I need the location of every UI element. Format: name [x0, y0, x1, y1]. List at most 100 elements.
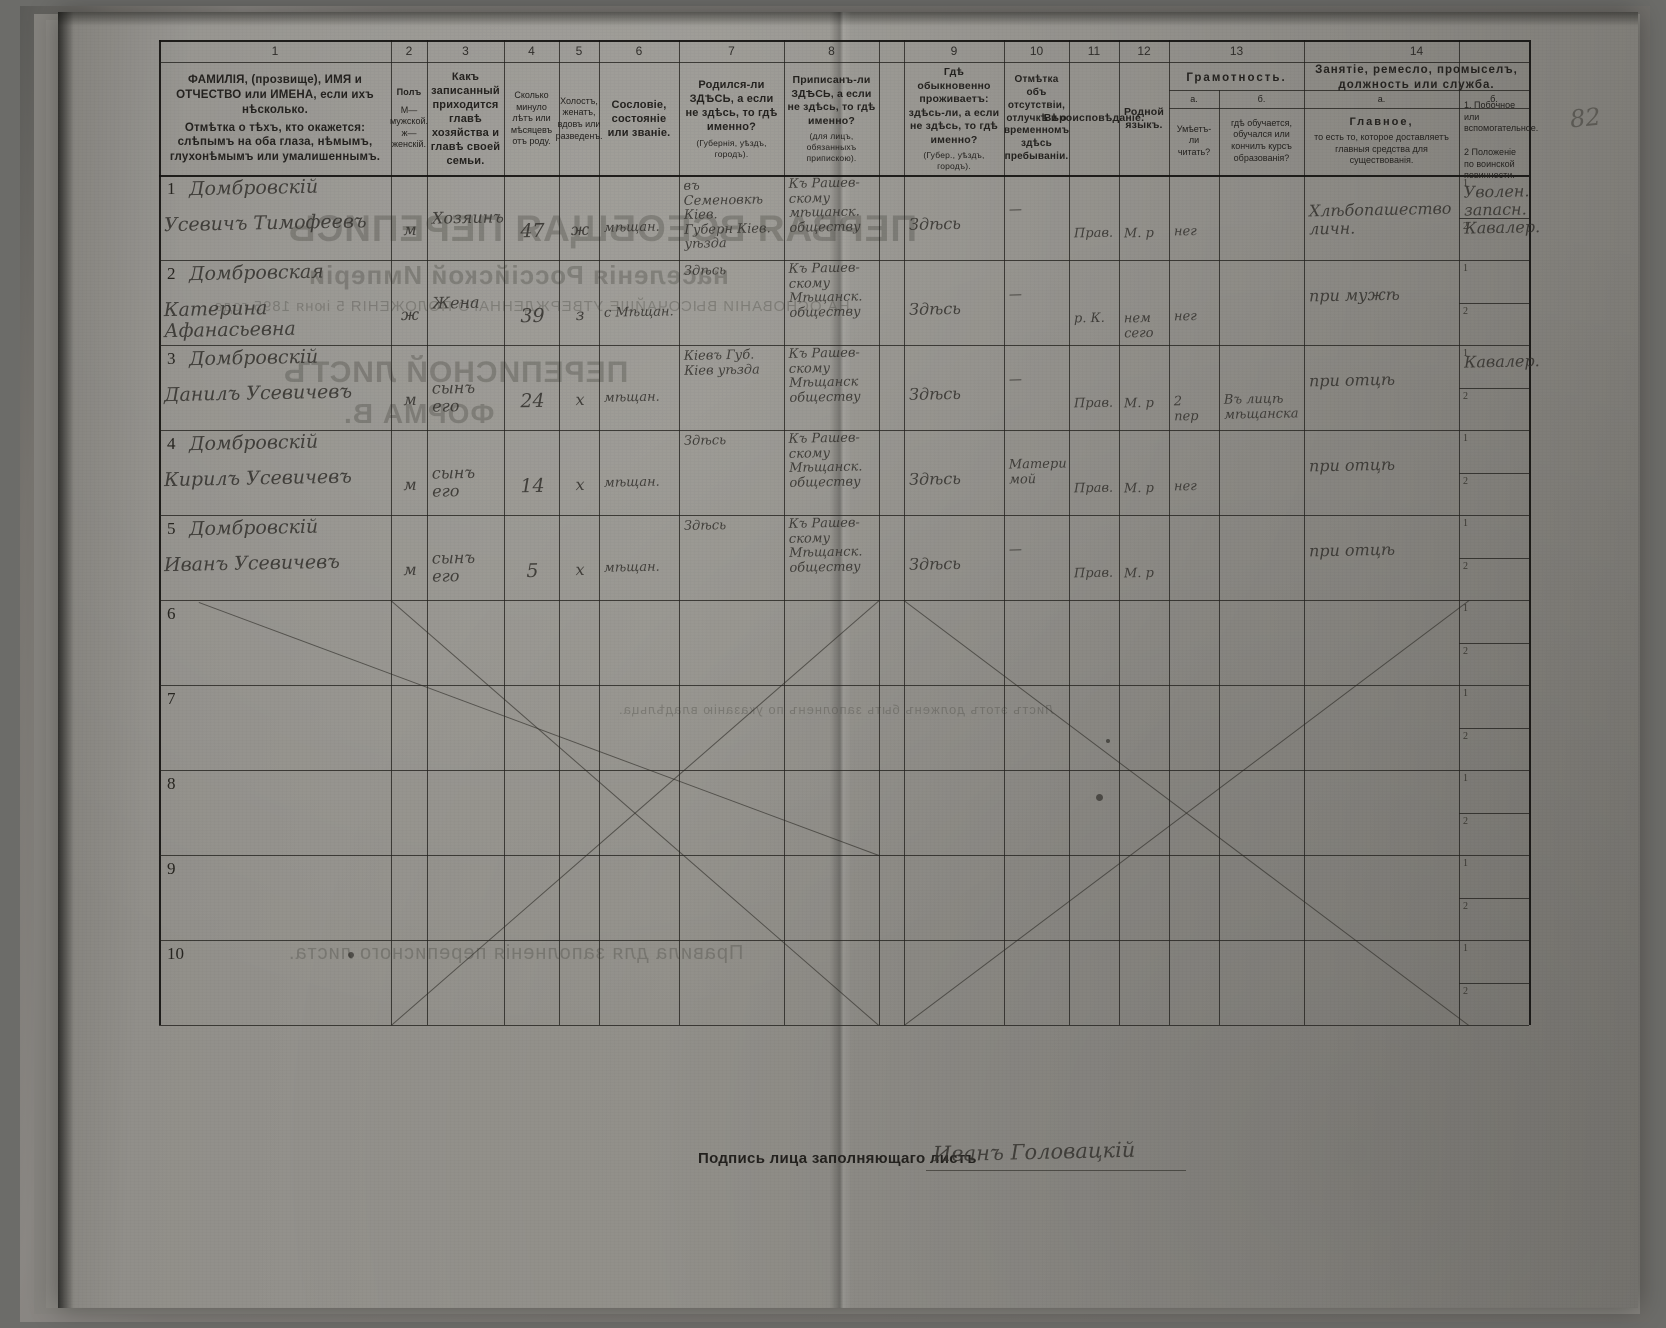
column-header-occupation-b: 1. Побочное или вспомогательное. 2 Полож… — [1464, 100, 1539, 181]
column-header-literacy-a-label: а. — [1190, 94, 1198, 105]
column-number-14: 14 — [1409, 44, 1424, 58]
column-header-literacy: Грамотность. — [1186, 71, 1287, 84]
occupation-sub-2: 2 — [1463, 220, 1468, 232]
column-number-8: 8 — [828, 44, 835, 58]
grid-hline — [159, 1025, 1529, 1026]
row-number-1: 1 — [167, 179, 176, 198]
grid-vline — [1459, 40, 1460, 1025]
occupation-sub-1: 1 — [1463, 263, 1468, 274]
binding-fold — [830, 12, 852, 1308]
grid-hline — [1169, 90, 1304, 91]
grid-vline — [559, 40, 560, 1025]
column-number-3: 3 — [462, 44, 469, 58]
grid-hline — [159, 260, 1529, 261]
column-header-relation: Какъ записанный приходится главѣ хозяйст… — [430, 70, 501, 168]
grid-vline — [391, 40, 392, 1025]
grid-hline — [1459, 897, 1529, 899]
grid-vline — [1169, 40, 1170, 1025]
grid-hline — [1459, 727, 1529, 729]
film-grain-overlay — [58, 12, 1638, 1308]
grid-vline — [1069, 40, 1070, 1025]
row-number-7: 7 — [167, 689, 176, 708]
column-header-occupation-a: Главное, то есть то, которое доставляетъ … — [1314, 116, 1449, 166]
grid-vline — [1529, 40, 1531, 1025]
dust-speck — [1096, 794, 1103, 801]
grid-hline — [1459, 302, 1529, 304]
grid-vline — [504, 40, 505, 1025]
census-form-sheet: ПЕРВАЯ ВСЕОБЩАЯ ПЕРЕПИСЬ населенія Россі… — [58, 12, 1638, 1308]
signature-rule — [926, 1170, 1186, 1171]
grid-vline — [1304, 40, 1305, 1025]
grid-hline — [159, 430, 1529, 431]
occupation-sub-2: 2 — [1463, 305, 1468, 317]
table-gridlines — [159, 40, 1531, 1040]
occupation-sub-1: 1 — [1463, 178, 1468, 189]
grid-hline — [159, 855, 1529, 856]
column-number-5: 5 — [575, 44, 583, 58]
column-number-4: 4 — [528, 44, 535, 58]
column-number-2: 2 — [405, 44, 413, 58]
column-header-sex: Полъ М—мужской. ж—женскій. — [390, 87, 428, 150]
grid-vline — [904, 40, 905, 1025]
grid-hline — [159, 770, 1529, 771]
column-header-estate: Сословіе, состояніе или званіе. — [607, 98, 671, 140]
column-number-1: 1 — [271, 44, 279, 58]
column-header-language: Родной языкъ. — [1123, 105, 1165, 131]
dust-speck — [1106, 739, 1110, 743]
grid-hline — [1459, 387, 1529, 389]
signature-label: Подпись лица заполняющаго листъ — [698, 1150, 977, 1167]
column-number-10: 10 — [1029, 44, 1044, 58]
column-header-residence: Гдѣ обыкновенно проживаетъ: здѣсь-ли, а … — [908, 66, 1000, 171]
occupation-sub-1: 1 — [1463, 688, 1468, 699]
column-header-name: ФАМИЛІЯ, (прозвище), ИМЯ и ОТЧЕСТВО или … — [169, 74, 381, 163]
census-table: 1 2 3 4 5 6 7 8 9 10 11 12 13 14 ФАМИЛІЯ, (прозвище),… — [159, 40, 1540, 1040]
dust-speck — [348, 952, 354, 958]
column-number-11: 11 — [1087, 44, 1101, 58]
grid-vline — [1004, 40, 1005, 1025]
column-header-literacy-b-label: б. — [1257, 94, 1266, 105]
grid-hline — [159, 685, 1529, 686]
row-number-9: 9 — [167, 859, 176, 878]
grid-hline — [1459, 557, 1529, 559]
grid-hline — [159, 600, 1529, 601]
sheet-top-shadow — [58, 12, 1638, 26]
occupation-sub-1: 1 — [1463, 858, 1468, 869]
grid-vline — [427, 40, 428, 1025]
grid-vline — [599, 40, 600, 1025]
row-number-4: 4 — [167, 434, 176, 453]
grid-vline — [1119, 40, 1120, 1025]
column-header-marital: Холостъ, женатъ, вдовъ или разведенъ. — [555, 95, 603, 141]
column-header-literacy-b: гдѣ обучается, обучался или кончилъ курс… — [1231, 117, 1292, 163]
grid-vline — [1219, 90, 1220, 1025]
grid-hline — [1459, 982, 1529, 984]
column-header-age: Сколько минуло лѣтъ или мѣсяцевъ отъ род… — [510, 90, 553, 147]
column-number-12: 12 — [1137, 44, 1151, 58]
occupation-sub-1: 1 — [1463, 943, 1468, 954]
column-header-religion: Вѣроисповѣданіе. — [1043, 112, 1145, 125]
grid-hline — [159, 40, 1529, 42]
grid-hline — [1459, 472, 1529, 474]
row-number-2: 2 — [167, 264, 176, 283]
occupation-sub-2: 2 — [1463, 645, 1468, 657]
occupation-sub-1: 1 — [1463, 603, 1468, 614]
column-header-occupation-b-label: б. — [1490, 94, 1498, 105]
occupation-sub-2: 2 — [1463, 730, 1468, 742]
occupation-sub-1: 1 — [1463, 348, 1468, 359]
occupation-sub-2: 2 — [1463, 560, 1468, 572]
column-header-occupation-a-label: а. — [1377, 94, 1386, 105]
column-number-7: 7 — [728, 44, 735, 58]
grid-hline — [159, 940, 1529, 941]
occupation-sub-1: 1 — [1463, 518, 1468, 529]
row-number-3: 3 — [167, 349, 176, 368]
grid-vline — [879, 40, 880, 1025]
sheet-left-shadow — [58, 12, 74, 1308]
column-header-literacy-a: Умѣетъ-ли читать? — [1176, 123, 1212, 157]
grid-hline — [159, 345, 1529, 346]
column-header-birthplace: Родился-ли ЗДѢСЬ, а если не здѣсь, то гд… — [685, 78, 778, 160]
column-header-registration: Приписанъ-ли ЗДѢСЬ, а если не здѣсь, то … — [787, 74, 876, 163]
grid-hline — [1169, 108, 1529, 109]
grid-hline — [1459, 812, 1529, 814]
occupation-sub-1: 1 — [1463, 773, 1468, 784]
row-number-5: 5 — [167, 519, 176, 538]
grid-hline — [159, 175, 1529, 177]
